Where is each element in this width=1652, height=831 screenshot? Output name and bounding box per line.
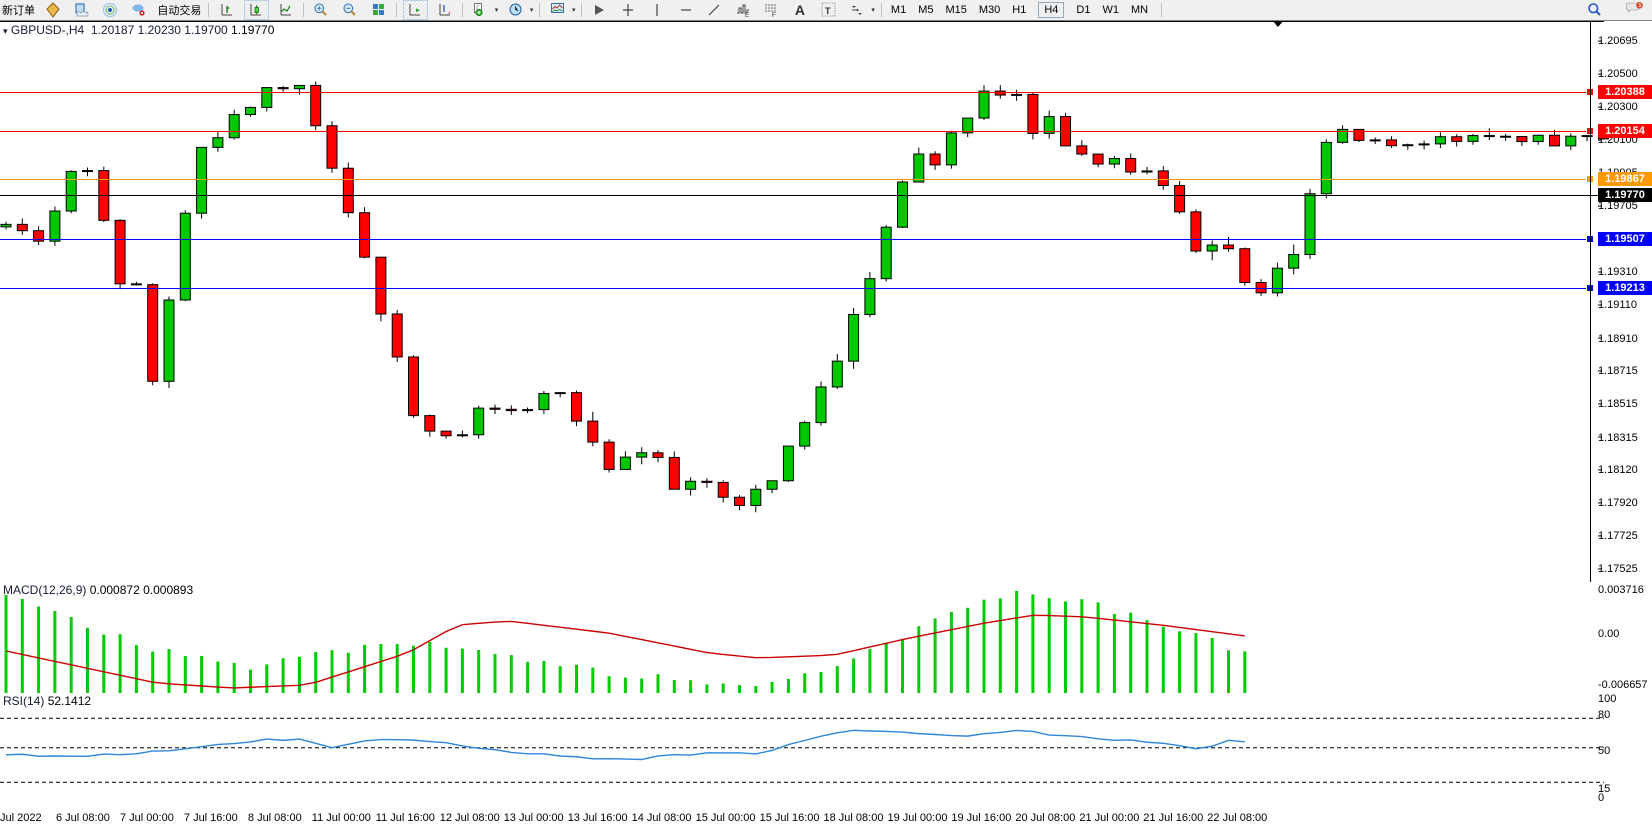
svg-text:T: T [825, 6, 831, 16]
svg-text:1: 1 [1638, 3, 1641, 9]
svg-text:E: E [745, 13, 749, 18]
svg-text:F: F [772, 13, 776, 18]
